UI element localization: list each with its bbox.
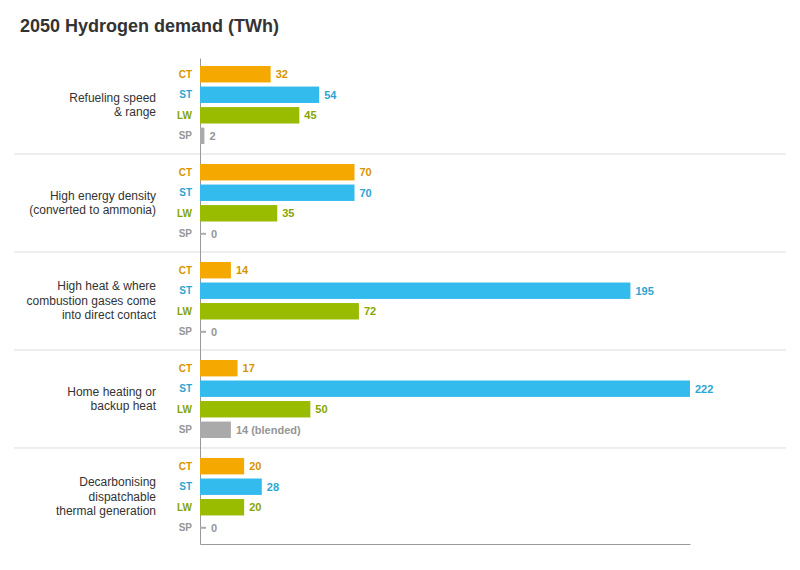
bar bbox=[200, 283, 630, 299]
data-label: 14 (blended) bbox=[236, 424, 301, 436]
data-label: 14 bbox=[236, 264, 249, 276]
series-label: LW bbox=[177, 110, 193, 121]
series-label: SP bbox=[179, 130, 193, 141]
y-tick: High energy density(converted to ammonia… bbox=[29, 189, 200, 217]
separator bbox=[14, 154, 786, 155]
x-axis-line bbox=[201, 544, 691, 545]
data-label: 45 bbox=[304, 109, 316, 121]
y-tick-label: Home heating orbackup heat bbox=[67, 385, 156, 413]
series-label: ST bbox=[179, 89, 192, 100]
series-label: LW bbox=[177, 502, 193, 513]
data-label: 20 bbox=[249, 501, 261, 513]
series-label: SP bbox=[179, 424, 193, 435]
series-label: SP bbox=[179, 228, 193, 239]
series-label: CT bbox=[179, 363, 192, 374]
y-tick: Decarbonisingdispatchablethermal generat… bbox=[56, 475, 200, 518]
bar bbox=[200, 478, 262, 494]
data-label: 54 bbox=[324, 89, 337, 101]
data-label: 2 bbox=[209, 130, 215, 142]
series-label: ST bbox=[179, 481, 192, 492]
series-label: LW bbox=[177, 404, 193, 415]
bar bbox=[200, 303, 359, 319]
data-label: 72 bbox=[364, 305, 376, 317]
data-label: 0 bbox=[211, 326, 217, 338]
series-label: CT bbox=[179, 265, 192, 276]
data-label: 35 bbox=[282, 207, 294, 219]
bar bbox=[200, 205, 277, 221]
bar bbox=[200, 458, 244, 474]
x-axis bbox=[201, 544, 691, 545]
bar-zero bbox=[200, 527, 206, 529]
labels: CT32CT70CT14CT17CT20ST54ST70ST195ST222ST… bbox=[177, 68, 713, 534]
bar bbox=[200, 422, 231, 438]
data-label: 28 bbox=[267, 481, 279, 493]
bar bbox=[200, 128, 204, 144]
separator bbox=[14, 447, 786, 448]
separators bbox=[14, 154, 786, 448]
data-label: 50 bbox=[315, 403, 327, 415]
y-axis: Refueling speed& range High energy densit… bbox=[27, 59, 201, 545]
data-label: 20 bbox=[249, 460, 261, 472]
bar-zero bbox=[200, 233, 206, 235]
title: 2050 Hydrogen demand (TWh) bbox=[20, 16, 279, 36]
series-label: SP bbox=[179, 522, 193, 533]
y-tick: High heat & wherecombustion gases comein… bbox=[27, 279, 200, 322]
bar bbox=[200, 381, 690, 397]
series-label: ST bbox=[179, 383, 192, 394]
series-label: CT bbox=[179, 69, 192, 80]
bar bbox=[200, 360, 238, 376]
series-label: CT bbox=[179, 461, 192, 472]
data-label: 70 bbox=[360, 187, 372, 199]
bar-zero bbox=[200, 331, 206, 333]
data-label: 195 bbox=[635, 285, 653, 297]
y-tick-label: Refueling speed& range bbox=[69, 91, 156, 119]
bar bbox=[200, 262, 231, 278]
separator bbox=[14, 252, 786, 253]
bar bbox=[200, 499, 244, 515]
series-label: ST bbox=[179, 187, 192, 198]
series-label: LW bbox=[177, 306, 193, 317]
chart: 2050 Hydrogen demand (TWh) Refueling spee… bbox=[0, 0, 800, 570]
bar bbox=[200, 185, 355, 201]
y-tick-label: High heat & wherecombustion gases comein… bbox=[27, 279, 157, 322]
plot: Refueling speed& range High energy densit… bbox=[14, 59, 786, 545]
bar bbox=[200, 164, 355, 180]
bars bbox=[200, 66, 690, 528]
bar bbox=[200, 107, 299, 123]
y-tick-label: Decarbonisingdispatchablethermal generat… bbox=[56, 475, 156, 518]
bar bbox=[200, 87, 319, 103]
series-label: CT bbox=[179, 167, 192, 178]
y-tick-label: High energy density(converted to ammonia… bbox=[29, 189, 156, 217]
series-label: SP bbox=[179, 326, 193, 337]
series-label: ST bbox=[179, 285, 192, 296]
data-label: 0 bbox=[211, 522, 217, 534]
data-label: 17 bbox=[243, 362, 255, 374]
data-label: 70 bbox=[360, 166, 372, 178]
separator bbox=[14, 349, 786, 350]
data-label: 0 bbox=[211, 228, 217, 240]
data-label: 32 bbox=[276, 68, 288, 80]
bar bbox=[200, 401, 310, 417]
series-label: LW bbox=[177, 208, 193, 219]
data-label: 222 bbox=[695, 383, 713, 395]
bar bbox=[200, 66, 271, 82]
